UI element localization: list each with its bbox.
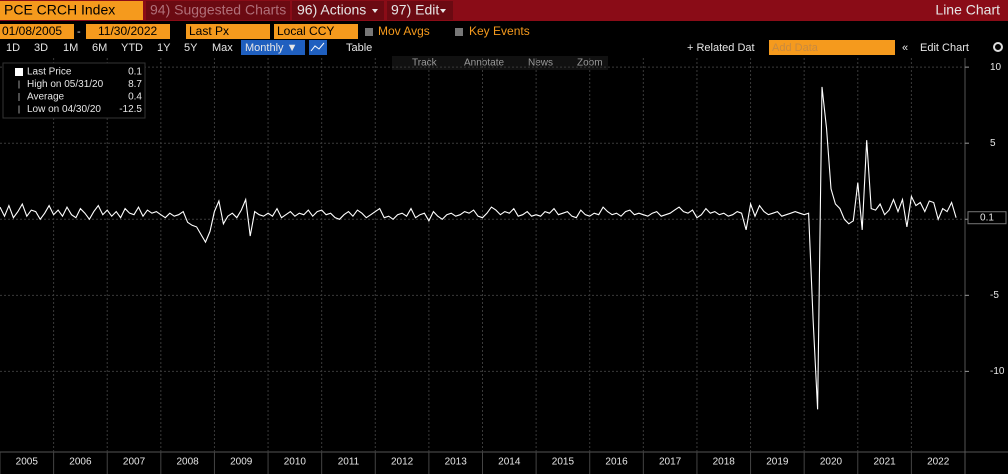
x-tick-label: 2009 (230, 457, 253, 468)
checkbox[interactable] (455, 28, 463, 36)
checkbox[interactable] (365, 28, 373, 36)
range-button[interactable]: 5Y (184, 42, 198, 54)
tool-button[interactable]: News (528, 58, 553, 69)
legend-swatch (15, 68, 23, 76)
range-button[interactable]: Max (212, 42, 233, 54)
legend: Last Price 0.1 High on 05/31/20 8.7 Average 0… (15, 67, 142, 115)
x-tick-label: 2020 (820, 457, 843, 468)
range-button[interactable]: 3D (34, 42, 48, 54)
tool-button[interactable]: Annotate (464, 58, 504, 69)
tool-button[interactable]: Track (412, 58, 438, 69)
x-tick-label: 2016 (605, 457, 628, 468)
collapse-button[interactable]: « (902, 42, 908, 54)
actions-menu[interactable] (292, 1, 384, 20)
security-text: PCE CRCH Index (4, 2, 115, 18)
price-line (0, 86, 957, 410)
add-data-text: Add Data (772, 42, 819, 54)
x-tick-label: 2021 (873, 457, 896, 468)
plot-area: -10-505102005200620072008200920102011201… (0, 58, 1008, 474)
x-tick-label: 2010 (284, 457, 307, 468)
end-date-text: 11/30/2022 (98, 24, 157, 38)
y-tick-label: -10 (990, 366, 1005, 377)
x-tick-label: 2014 (498, 457, 521, 468)
x-tick-label: 2019 (766, 457, 789, 468)
x-tick-label: 2011 (338, 457, 360, 468)
option-text: Mov Avgs (378, 24, 430, 38)
legend-value: 0.4 (128, 92, 142, 103)
x-tick-label: 2013 (445, 457, 468, 468)
frequency-select[interactable] (241, 40, 305, 55)
view-title: Line Chart (935, 2, 1000, 18)
legend-label: Low on 04/30/20 (27, 104, 101, 115)
field-select[interactable] (186, 24, 270, 39)
related-button[interactable]: + Related Dat (687, 42, 755, 54)
currency-text: Local CCY (277, 24, 334, 38)
last-value-label: 0.1 (980, 212, 994, 223)
legend-value: 8.7 (128, 79, 142, 90)
range-button[interactable]: YTD (121, 42, 143, 54)
legend-value: -12.5 (119, 104, 142, 115)
end-date[interactable] (86, 24, 170, 39)
range-buttons: 1D 3D 1M 6M YTD 1Y 5Y Max (6, 42, 233, 54)
range-button[interactable]: 1D (6, 42, 20, 54)
y-tick-label: 5 (990, 138, 996, 149)
legend-label: Average (27, 92, 65, 103)
field-text: Last Px (189, 24, 229, 38)
x-tick-label: 2022 (927, 457, 950, 468)
legend-label: High on 05/31/20 (27, 79, 104, 90)
option-text: Key Events (469, 24, 530, 38)
legend-label: Last Price (27, 67, 72, 78)
x-tick-label: 2015 (552, 457, 575, 468)
suggested-menu[interactable] (146, 1, 290, 20)
chart-type-button[interactable] (309, 40, 327, 55)
x-tick-label: 2017 (659, 457, 682, 468)
x-tick-label: 2006 (69, 457, 92, 468)
menu-text: 96) Actions (297, 2, 366, 18)
x-tick-label: 2007 (123, 457, 146, 468)
dropdown-arrow (440, 9, 446, 13)
dropdown-arrow (372, 9, 378, 13)
x-tick-label: 2008 (177, 457, 200, 468)
legend-box (2, 62, 146, 119)
x-tick-label: 2018 (713, 457, 736, 468)
security-field[interactable] (0, 1, 143, 20)
y-tick-label: 10 (990, 62, 1002, 73)
menu-text: 97) Edit (391, 2, 439, 18)
range-button[interactable]: 1M (63, 42, 78, 54)
legend-value: 0.1 (128, 67, 142, 78)
y-tick-label: -5 (990, 290, 999, 301)
add-data-field[interactable] (769, 40, 895, 55)
start-date-text: 01/08/2005 (2, 24, 62, 38)
edit-menu[interactable] (387, 1, 453, 20)
range-button[interactable]: 1Y (157, 42, 171, 54)
range-button[interactable]: 6M (92, 42, 107, 54)
edit-chart-button[interactable]: Edit Chart (920, 42, 969, 54)
frequency-text: Monthly ▼ (245, 42, 297, 54)
menu-text: 94) Suggested Charts (150, 2, 286, 18)
chart-icon (310, 42, 325, 52)
x-tick-label: 2005 (16, 457, 39, 468)
start-date[interactable] (0, 24, 74, 39)
settings-icon[interactable] (993, 42, 1003, 52)
last-value-box (967, 211, 1007, 225)
currency-select[interactable] (274, 24, 358, 39)
table-button[interactable]: Table (346, 42, 372, 54)
x-tick-label: 2012 (391, 457, 414, 468)
chart-tools (392, 56, 608, 70)
separator: - (77, 26, 81, 38)
